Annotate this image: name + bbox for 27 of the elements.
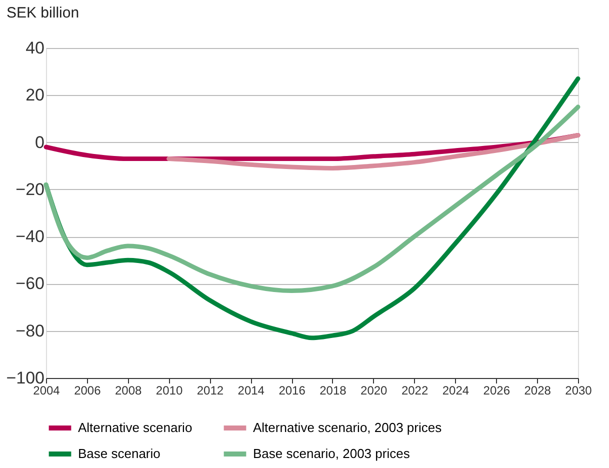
x-tick-label: 2028 [524,384,552,398]
legend-label: Base scenario, 2003 prices [253,446,410,461]
y-axis-title: SEK billion [6,4,80,22]
x-tick-label: 2024 [442,384,470,398]
x-tick-label: 2020 [360,384,388,398]
x-tick-label: 2010 [156,384,183,398]
x-tick-label: 2022 [401,384,428,398]
x-tick-label: 2006 [74,384,102,398]
x-tick-label: 2008 [114,384,142,398]
legend-label: Alternative scenario [78,420,192,435]
x-tick-label: 2016 [278,384,306,398]
y-tick-label: −80 [16,321,44,340]
legend-label: Base scenario [78,446,160,461]
line-series [44,104,580,294]
line-series [166,132,580,170]
x-tick-label: 2014 [238,384,265,398]
x-tick-label: 2012 [196,384,224,398]
y-tick-label: 40 [26,38,44,58]
x-tick-label: 2026 [483,384,510,398]
y-tick-label: 0 [35,132,44,152]
y-tick-label: −60 [16,274,44,294]
x-tick-label: 2018 [320,384,347,398]
y-tick-label: 20 [26,86,44,105]
x-tick-label: 2030 [565,384,592,398]
y-tick-label: −20 [16,180,44,199]
legend-label: Alternative scenario, 2003 prices [253,420,442,435]
y-tick-label: −40 [16,227,44,246]
